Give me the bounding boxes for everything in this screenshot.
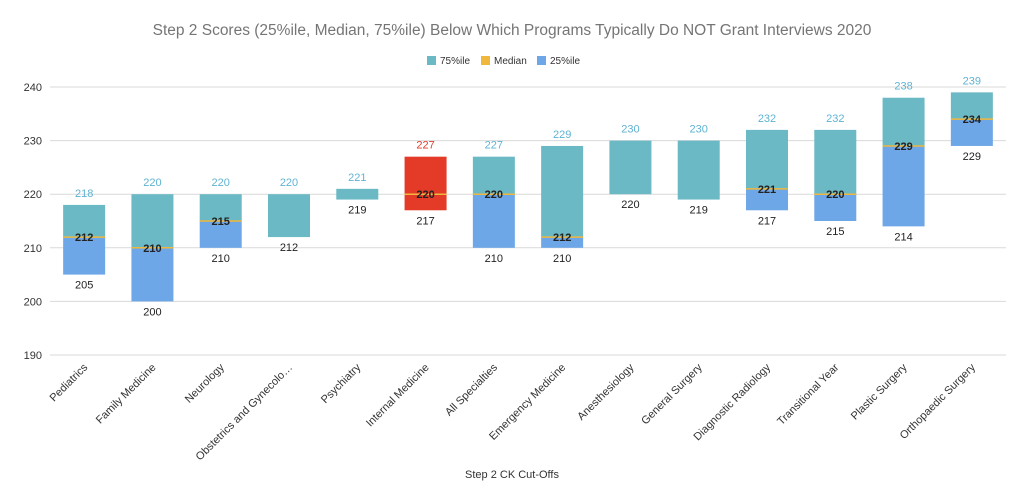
- bar-upper-segment: [609, 140, 652, 195]
- bar-upper-segment: [268, 194, 310, 238]
- legend-swatch: [427, 56, 436, 65]
- p75-label: 230: [690, 124, 708, 136]
- p25-label: 229: [963, 151, 981, 163]
- x-category-label: All Specialties: [443, 361, 500, 418]
- x-category-label: Diagnostic Radiology: [692, 361, 774, 443]
- x-category-label: Plastic Surgery: [849, 361, 910, 422]
- p75-label: 221: [348, 172, 366, 184]
- bar-lower-segment: [472, 194, 515, 248]
- p75-label: 220: [143, 177, 161, 189]
- p25-label: 217: [758, 215, 776, 227]
- x-category-label: Transitional Year: [775, 361, 841, 427]
- bar-upper-segment: [541, 145, 584, 238]
- p25-label: 205: [75, 280, 93, 292]
- y-tick-label: 230: [24, 136, 42, 148]
- bar-lower-segment: [950, 119, 993, 146]
- legend-swatch: [537, 56, 546, 65]
- median-label: 234: [963, 114, 982, 126]
- p25-label: 219: [348, 205, 366, 217]
- legend-entry-label: Median: [494, 56, 527, 67]
- bar-lower-segment: [882, 145, 925, 227]
- median-label: 220: [826, 189, 844, 201]
- bar-lower-segment: [131, 247, 174, 302]
- p75-label: 230: [621, 124, 639, 136]
- p75-label: 227: [485, 140, 503, 152]
- y-tick-label: 210: [24, 243, 42, 255]
- bar-upper-segment: [199, 194, 242, 221]
- bar-upper-segment: [950, 92, 993, 120]
- p75-label: 220: [280, 177, 298, 189]
- y-tick-label: 190: [24, 350, 42, 362]
- bar-lower-segment: [199, 221, 242, 248]
- p75-label: 220: [212, 177, 230, 189]
- x-category-label: Internal Medicine: [364, 362, 432, 430]
- legend-entry-label: 75%ile: [440, 56, 470, 67]
- bar-upper-segment: [814, 129, 857, 195]
- median-label: 212: [75, 232, 93, 244]
- x-category-label: Psychiatry: [319, 361, 364, 406]
- median-label: 215: [212, 216, 230, 228]
- chart-title: Step 2 Scores (25%ile, Median, 75%ile) B…: [152, 22, 872, 39]
- bar-upper-segment: [882, 97, 925, 146]
- bar-lower-segment: [541, 237, 584, 248]
- p75-label: 232: [826, 113, 844, 125]
- p25-label: 210: [553, 253, 571, 265]
- y-tick-label: 200: [24, 296, 42, 308]
- bar-upper-segment: [336, 188, 379, 200]
- p75-label: 227: [416, 140, 434, 152]
- bar-upper-segment: [677, 140, 720, 200]
- p25-label: 200: [143, 306, 161, 318]
- legend-swatch: [481, 56, 490, 65]
- median-label: 220: [416, 189, 434, 201]
- p75-label: 218: [75, 188, 93, 200]
- y-tick-label: 240: [24, 82, 42, 94]
- bar-lower-segment: [814, 194, 857, 221]
- p25-label: 219: [690, 205, 708, 217]
- p25-label: 214: [894, 231, 912, 243]
- y-tick-label: 220: [24, 189, 42, 201]
- x-category-label: Emergency Medicine: [487, 362, 568, 443]
- median-label: 220: [485, 189, 503, 201]
- x-category-label: Anesthesiology: [575, 361, 637, 423]
- bar-lower-segment: [63, 237, 106, 275]
- x-category-label: Orthopaedic Surgery: [898, 361, 979, 442]
- p75-label: 232: [758, 113, 776, 125]
- bar-lower-segment: [746, 188, 788, 211]
- median-label: 221: [758, 184, 776, 196]
- x-category-label: Neurology: [183, 361, 227, 405]
- p75-label: 229: [553, 129, 571, 141]
- bar-upper-segment: [472, 156, 515, 195]
- p25-label: 220: [621, 199, 639, 211]
- p75-label: 238: [894, 81, 912, 93]
- p25-label: 217: [416, 215, 434, 227]
- bar-upper-segment: [746, 129, 788, 189]
- legend-entry-label: 25%ile: [550, 56, 580, 67]
- bar-upper-segment: [63, 204, 106, 238]
- bar-highlight: [404, 156, 447, 211]
- p25-label: 210: [212, 253, 230, 265]
- x-category-label: Family Medicine: [94, 362, 159, 427]
- p25-label: 210: [485, 253, 503, 265]
- x-category-label: Pediatrics: [48, 361, 91, 404]
- x-axis-title: Step 2 CK Cut-Offs: [465, 469, 559, 481]
- x-category-label: General Surgery: [639, 361, 705, 427]
- median-label: 210: [143, 243, 161, 255]
- median-label: 229: [894, 141, 912, 153]
- bar-upper-segment: [131, 194, 174, 248]
- p25-label: 215: [826, 226, 844, 238]
- median-label: 212: [553, 232, 571, 244]
- p25-label: 212: [280, 242, 298, 254]
- p75-label: 239: [963, 75, 981, 87]
